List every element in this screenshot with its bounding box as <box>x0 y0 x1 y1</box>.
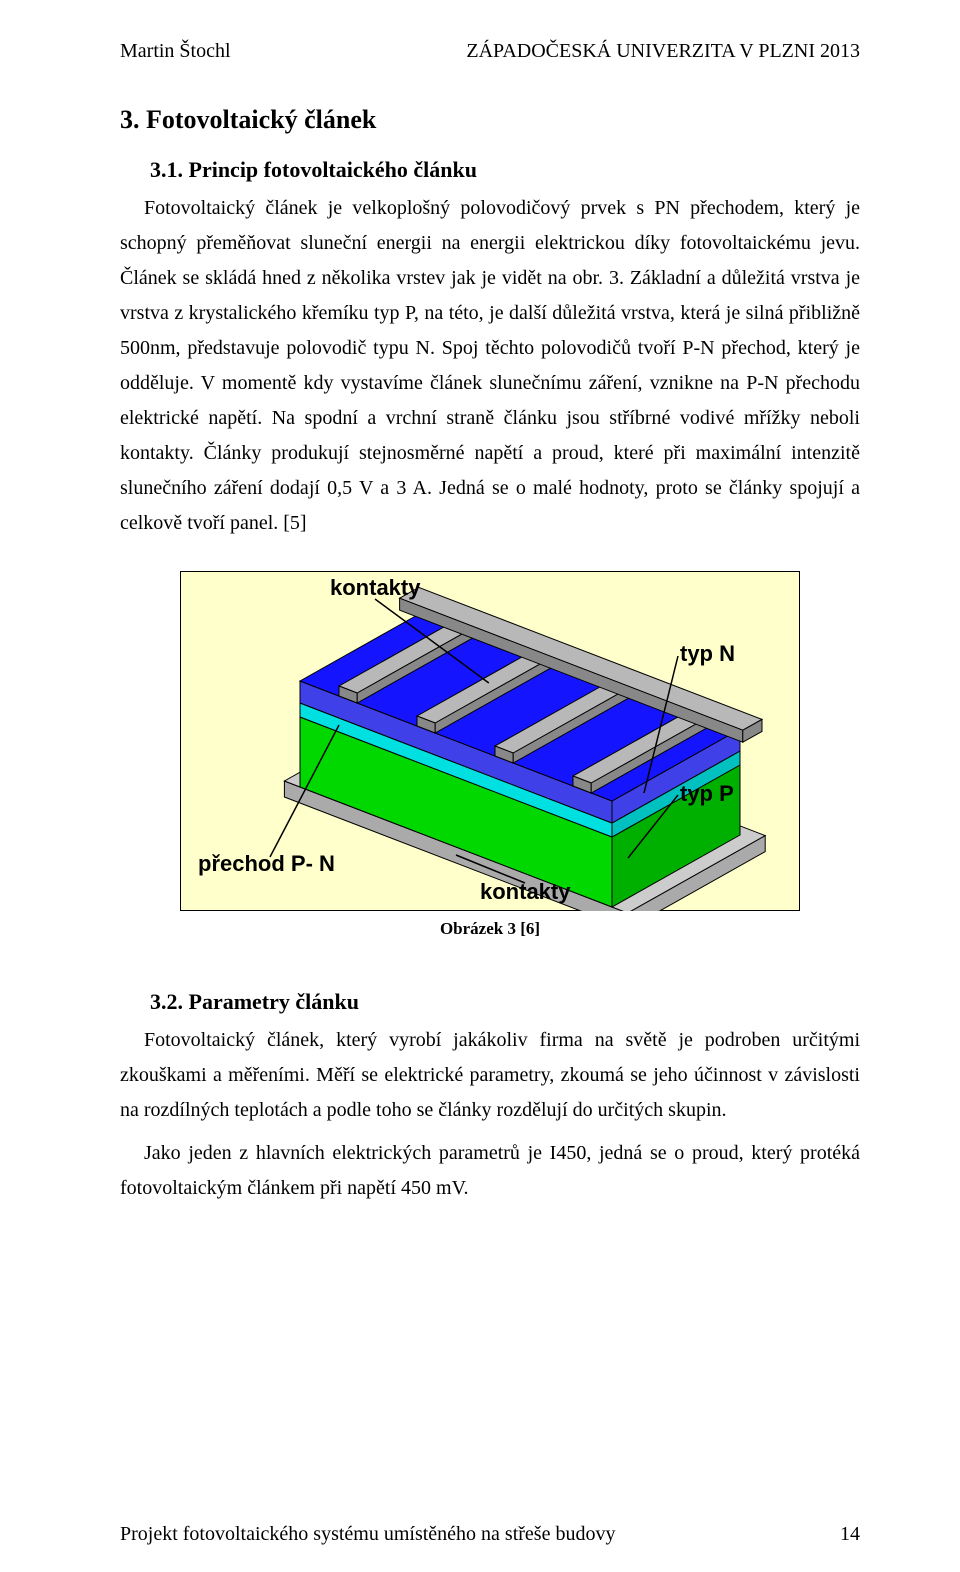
section-3-heading: 3. Fotovoltaický článek <box>120 105 860 135</box>
section-3-2-heading: 3.2. Parametry článku <box>150 989 860 1015</box>
page-header: Martin Štochl ZÁPADOČESKÁ UNIVERZITA V P… <box>120 40 860 63</box>
institution-name: ZÁPADOČESKÁ UNIVERZITA V PLZNI 2013 <box>466 40 860 63</box>
section-3-1-paragraph: Fotovoltaický článek je velkoplošný polo… <box>120 191 860 541</box>
section-3-1-heading: 3.1. Princip fotovoltaického článku <box>150 157 860 183</box>
page: Martin Štochl ZÁPADOČESKÁ UNIVERZITA V P… <box>0 0 960 1572</box>
figure-3-caption: Obrázek 3 [6] <box>120 919 860 939</box>
page-footer: Projekt fotovoltaického systému umístěné… <box>120 1523 860 1546</box>
section-3-2-paragraph-1: Fotovoltaický článek, který vyrobí jakák… <box>120 1023 860 1128</box>
figure-3: kontakty typ N typ P přechod P- N kontakty <box>180 571 800 911</box>
section-3-2-paragraph-2: Jako jeden z hlavních elektrických param… <box>120 1136 860 1206</box>
svg-text:typ N: typ N <box>680 641 735 666</box>
svg-text:kontakty: kontakty <box>330 575 421 600</box>
footer-page-number: 14 <box>840 1523 860 1546</box>
svg-text:kontakty: kontakty <box>480 879 571 904</box>
svg-text:typ P: typ P <box>680 781 734 806</box>
footer-project-title: Projekt fotovoltaického systému umístěné… <box>120 1523 615 1546</box>
svg-text:přechod P- N: přechod P- N <box>198 851 335 876</box>
author-name: Martin Štochl <box>120 40 231 63</box>
solar-cell-diagram: kontakty typ N typ P přechod P- N kontakty <box>180 571 800 911</box>
